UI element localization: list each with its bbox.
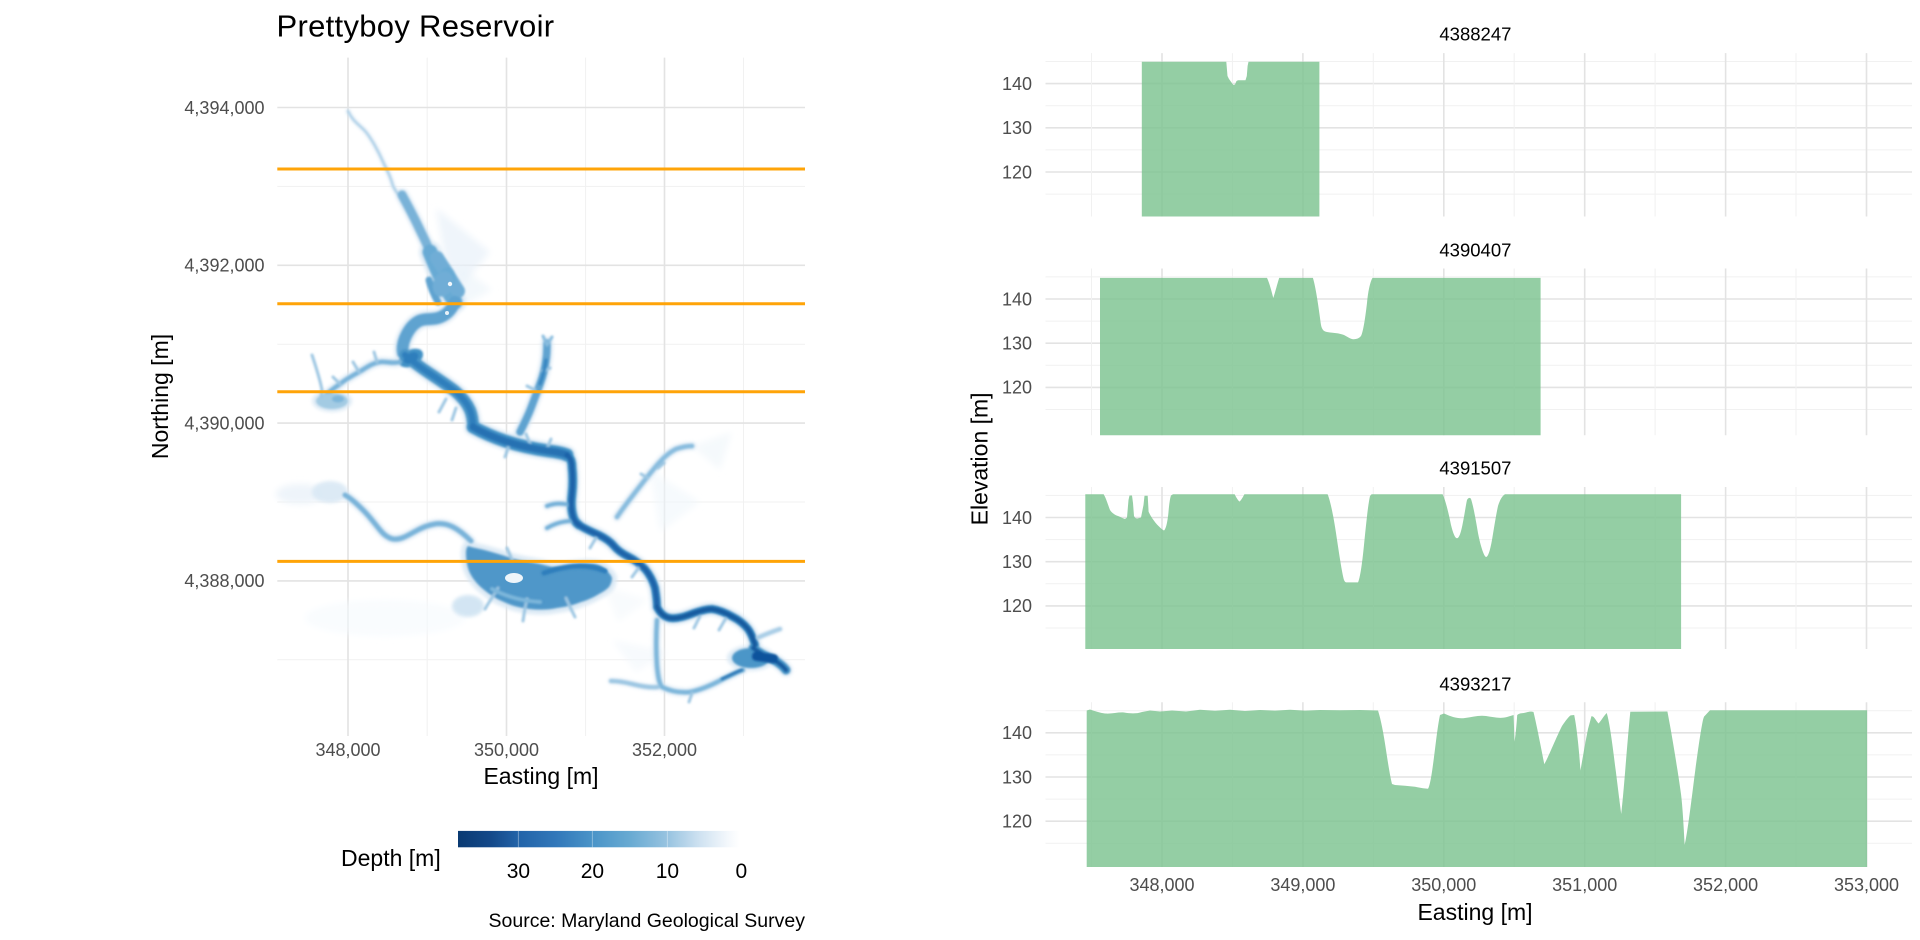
svg-text:Easting [m]: Easting [m]: [1417, 899, 1532, 925]
svg-text:348,000: 348,000: [315, 740, 380, 760]
svg-text:353,000: 353,000: [1834, 875, 1899, 895]
svg-text:350,000: 350,000: [1411, 875, 1476, 895]
svg-text:Source: Maryland Geological Su: Source: Maryland Geological Survey: [489, 910, 806, 932]
svg-text:130: 130: [1002, 118, 1032, 138]
svg-text:4,390,000: 4,390,000: [184, 413, 264, 433]
svg-text:351,000: 351,000: [1552, 875, 1617, 895]
svg-text:130: 130: [1002, 552, 1032, 572]
svg-text:352,000: 352,000: [632, 740, 697, 760]
svg-text:348,000: 348,000: [1129, 875, 1194, 895]
svg-text:30: 30: [507, 860, 530, 883]
svg-text:20: 20: [581, 860, 604, 883]
svg-text:140: 140: [1002, 289, 1032, 309]
svg-text:349,000: 349,000: [1270, 875, 1335, 895]
svg-text:4390407: 4390407: [1439, 239, 1511, 260]
svg-text:4391507: 4391507: [1439, 458, 1511, 479]
svg-text:120: 120: [1002, 378, 1032, 398]
svg-text:140: 140: [1002, 723, 1032, 743]
svg-text:350,000: 350,000: [474, 740, 539, 760]
svg-text:120: 120: [1002, 812, 1032, 832]
svg-text:4388247: 4388247: [1439, 24, 1511, 45]
svg-text:352,000: 352,000: [1693, 875, 1758, 895]
svg-text:Depth [m]: Depth [m]: [341, 845, 441, 871]
svg-text:130: 130: [1002, 334, 1032, 354]
svg-text:4,392,000: 4,392,000: [184, 256, 264, 276]
svg-text:4,394,000: 4,394,000: [184, 98, 264, 118]
svg-text:10: 10: [656, 860, 679, 883]
svg-text:130: 130: [1002, 767, 1032, 787]
svg-text:Prettyboy Reservoir: Prettyboy Reservoir: [277, 9, 555, 44]
svg-text:4393217: 4393217: [1439, 673, 1511, 694]
svg-text:Northing [m]: Northing [m]: [147, 334, 173, 459]
svg-text:4,388,000: 4,388,000: [184, 571, 264, 591]
svg-text:Easting [m]: Easting [m]: [483, 763, 598, 789]
svg-text:140: 140: [1002, 508, 1032, 528]
svg-text:Elevation [m]: Elevation [m]: [967, 392, 993, 525]
svg-text:140: 140: [1002, 74, 1032, 94]
svg-text:120: 120: [1002, 596, 1032, 616]
svg-text:120: 120: [1002, 162, 1032, 182]
svg-text:0: 0: [735, 860, 747, 883]
